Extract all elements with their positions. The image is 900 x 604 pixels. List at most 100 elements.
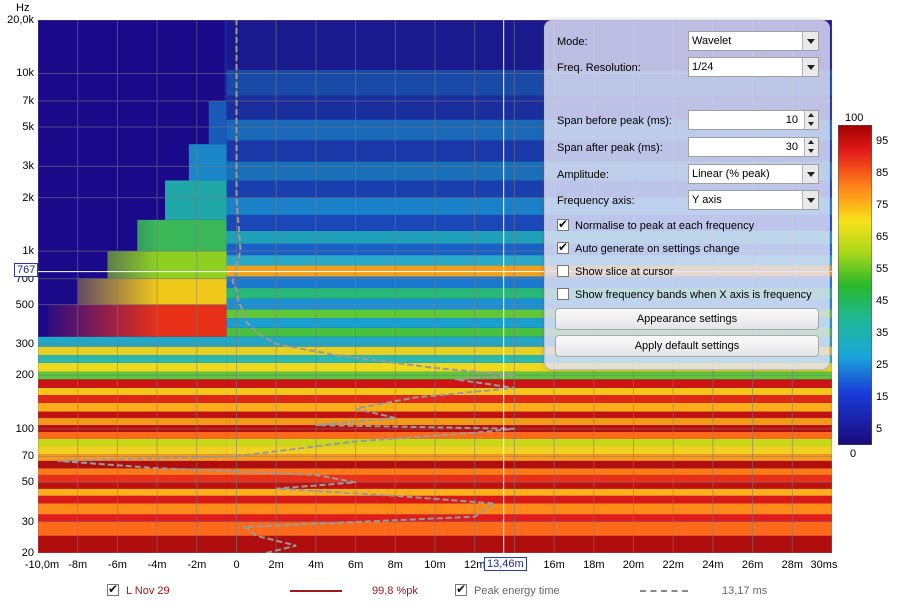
heatmap-band — [226, 318, 832, 328]
cursor-time-readout: 13,46m — [484, 557, 527, 571]
heatmap-band — [226, 411, 832, 419]
checkmark-icon: ✔ — [558, 240, 569, 254]
heatmap-band — [38, 535, 227, 553]
heatmap-band — [226, 327, 832, 337]
y-tick-label: 200 — [15, 369, 34, 382]
y-tick-label: 30 — [21, 515, 34, 528]
mode-value: Wavelet — [692, 35, 732, 47]
x-tick-label: 18m — [583, 559, 605, 571]
heatmap-band — [226, 460, 832, 469]
amplitude-value: Linear (% peak) — [692, 168, 770, 180]
x-tick-label: 0 — [233, 559, 240, 571]
span-after-label: Span after peak (ms): — [557, 142, 663, 154]
heatmap-band — [38, 336, 227, 347]
heatmap-band — [38, 446, 227, 455]
heatmap-band — [226, 276, 832, 289]
normalise-label: Normalise to peak at each frequency — [575, 220, 755, 232]
freq-resolution-label: Freq. Resolution: — [557, 62, 641, 74]
measurement-checkbox[interactable]: ✔ — [107, 582, 119, 596]
y-tick-label: 7k — [22, 95, 34, 107]
color-scale-bar — [838, 125, 872, 445]
x-tick-label: 28m — [781, 559, 803, 571]
mode-select[interactable]: Wavelet — [688, 31, 819, 51]
show-bands-checkbox[interactable] — [557, 288, 569, 300]
frequency-axis-select[interactable]: Y axis — [688, 190, 819, 210]
y-tick-label: 100 — [15, 422, 34, 435]
span-after-input[interactable]: 30 — [688, 137, 819, 157]
heatmap-band — [38, 395, 227, 403]
span-before-label: Span before peak (ms): — [557, 115, 672, 127]
heatmap-band — [226, 379, 832, 388]
x-tick-label: 24m — [702, 559, 724, 571]
x-tick-label: 20m — [622, 559, 645, 571]
heatmap-wedge — [208, 101, 227, 145]
heatmap-band — [38, 488, 227, 496]
apply-default-settings-button[interactable]: Apply default settings — [555, 335, 819, 357]
y-tick-label: 500 — [15, 298, 34, 311]
x-tick-label: 10m — [424, 559, 446, 571]
spin-down-icon[interactable] — [804, 120, 818, 129]
heatmap-band — [38, 438, 227, 447]
spin-up-icon[interactable] — [804, 111, 818, 120]
span-before-value: 10 — [785, 114, 798, 126]
normalise-checkbox[interactable]: ✔ — [557, 217, 569, 231]
measurement-line-swatch — [290, 590, 342, 592]
y-tick-label: 5k — [22, 120, 34, 133]
heatmap-band — [38, 379, 227, 388]
chevron-down-icon[interactable] — [802, 58, 818, 76]
heatmap-band — [226, 387, 832, 396]
show-slice-label: Show slice at cursor — [575, 266, 674, 278]
peak-energy-label: Peak energy time — [474, 585, 560, 597]
span-before-input[interactable]: 10 — [688, 110, 819, 130]
normalise-checkbox-row[interactable]: ✔ Normalise to peak at each frequency — [557, 217, 755, 232]
heatmap-band — [226, 243, 832, 256]
freq-resolution-select[interactable]: 1/24 — [688, 57, 819, 77]
spectrogram-canvas[interactable] — [38, 20, 832, 553]
peak-energy-value: 13,17 ms — [722, 585, 768, 597]
heatmap-band — [226, 446, 832, 455]
freq-resolution-value: 1/24 — [692, 61, 714, 73]
appearance-settings-button[interactable]: Appearance settings — [555, 308, 819, 330]
y-tick-label: 20 — [21, 547, 34, 559]
peak-energy-line-swatch — [640, 590, 688, 592]
heatmap-band — [226, 309, 832, 319]
chevron-down-icon[interactable] — [802, 32, 818, 50]
scale-tick-label: 25 — [876, 359, 889, 371]
heatmap-wedge — [224, 20, 227, 102]
y-tick-label: 70 — [21, 450, 34, 463]
heatmap-wedge — [188, 144, 227, 181]
amplitude-select[interactable]: Linear (% peak) — [688, 164, 819, 184]
x-tick-label: 12m — [463, 559, 486, 571]
y-tick-label: 50 — [21, 476, 34, 489]
heatmap-band — [226, 535, 832, 553]
auto-generate-checkbox[interactable]: ✔ — [557, 240, 569, 254]
y-tick-label: 2k — [22, 191, 34, 204]
show-slice-checkbox[interactable] — [557, 265, 569, 277]
heatmap-band — [226, 474, 832, 483]
show-slice-checkbox-row[interactable]: Show slice at cursor — [557, 265, 673, 278]
peak-energy-curve — [57, 20, 515, 553]
y-tick-label: 10k — [16, 67, 34, 80]
heatmap-band — [38, 431, 227, 439]
measurement-value: 99,8 %pk — [372, 585, 418, 597]
spin-up-icon[interactable] — [804, 138, 818, 147]
checkmark-icon: ✔ — [108, 582, 119, 596]
x-tick-label: 16m — [543, 559, 565, 571]
heatmap-band — [226, 514, 832, 522]
y-tick-label: 1k — [22, 245, 34, 258]
x-tick-label: -6m — [107, 559, 127, 571]
show-bands-checkbox-row[interactable]: Show frequency bands when X axis is freq… — [557, 288, 812, 301]
show-bands-label: Show frequency bands when X axis is freq… — [575, 289, 812, 301]
frequency-axis-value: Y axis — [692, 194, 722, 206]
spin-down-icon[interactable] — [804, 147, 818, 156]
x-tick-label: -2m — [187, 559, 207, 571]
peak-energy-checkbox[interactable]: ✔ — [455, 582, 467, 596]
mode-label: Mode: — [557, 36, 588, 48]
scale-tick-label: 55 — [876, 263, 889, 275]
heatmap-band — [38, 411, 227, 419]
heatmap-band — [226, 418, 832, 426]
heatmap-band — [226, 468, 832, 475]
chevron-down-icon[interactable] — [802, 165, 818, 183]
auto-generate-checkbox-row[interactable]: ✔ Auto generate on settings change — [557, 240, 740, 255]
chevron-down-icon[interactable] — [802, 191, 818, 209]
